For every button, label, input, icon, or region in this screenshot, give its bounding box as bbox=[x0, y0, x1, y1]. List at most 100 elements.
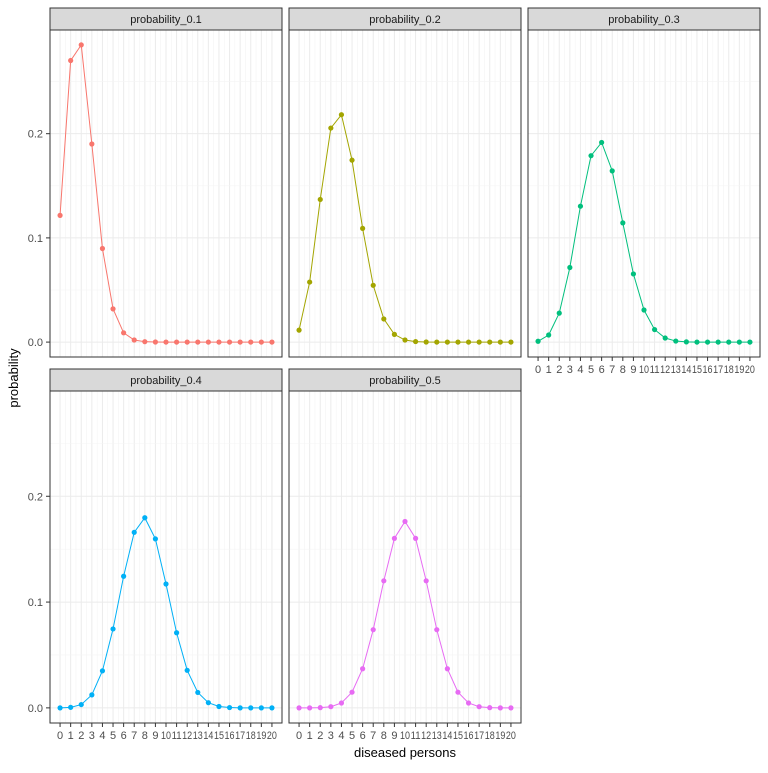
data-point bbox=[226, 339, 233, 345]
data-point bbox=[248, 705, 254, 711]
x-tick-label: 12 bbox=[660, 364, 670, 376]
data-point bbox=[391, 331, 398, 337]
data-point bbox=[381, 578, 387, 584]
data-point bbox=[216, 339, 222, 345]
data-point bbox=[152, 536, 159, 542]
data-point bbox=[715, 339, 721, 345]
facet-strip-label: probability_0.3 bbox=[608, 14, 680, 26]
data-point bbox=[121, 573, 127, 579]
facet-panel: probability_0.1 0.0 0.1 0.2 bbox=[28, 7, 283, 358]
y-tick-label: 0.1 bbox=[28, 233, 43, 245]
facet-strip-label: probability_0.2 bbox=[369, 14, 441, 26]
x-tick-label: 1 bbox=[68, 730, 74, 742]
data-point bbox=[546, 332, 552, 338]
data-point bbox=[599, 139, 605, 146]
data-point bbox=[465, 339, 472, 345]
x-tick-label: 14 bbox=[681, 364, 691, 376]
data-point bbox=[577, 203, 584, 209]
x-tick-label: 13 bbox=[432, 730, 442, 742]
data-point bbox=[269, 705, 275, 711]
data-point bbox=[487, 705, 493, 711]
data-point bbox=[476, 704, 482, 710]
x-tick-label: 8 bbox=[620, 364, 626, 376]
x-tick-label: 10 bbox=[639, 364, 649, 376]
panel-border bbox=[288, 29, 522, 358]
data-point bbox=[434, 339, 440, 345]
x-tick-label: 19 bbox=[734, 364, 744, 376]
data-point bbox=[455, 689, 461, 695]
data-point bbox=[630, 271, 637, 277]
x-tick-label: 6 bbox=[360, 730, 366, 742]
data-point bbox=[338, 700, 345, 706]
x-tick-label: 20 bbox=[745, 364, 755, 376]
x-tick-label: 8 bbox=[142, 730, 148, 742]
y-axis-title: probability bbox=[6, 348, 21, 408]
data-point bbox=[402, 337, 408, 343]
x-tick-label: 15 bbox=[214, 730, 224, 742]
data-point bbox=[142, 339, 148, 345]
data-point bbox=[237, 339, 243, 345]
x-tick-label: 10 bbox=[400, 730, 410, 742]
x-tick-label: 0 bbox=[535, 364, 541, 376]
data-point bbox=[328, 704, 334, 710]
x-tick-label: 16 bbox=[225, 730, 235, 742]
y-tick-label: 0.2 bbox=[28, 129, 43, 141]
x-tick-label: 3 bbox=[567, 364, 573, 376]
x-tick-label: 2 bbox=[78, 730, 84, 742]
data-point bbox=[78, 42, 84, 48]
data-point bbox=[269, 339, 275, 345]
data-point bbox=[99, 668, 106, 674]
data-point bbox=[673, 338, 679, 344]
data-point bbox=[296, 327, 302, 333]
facet-panel: probability_0.30 1 2 3 4 5 6 7 8 9 10 11 12 13 14 15 16 1… bbox=[527, 7, 761, 376]
data-point bbox=[121, 330, 127, 336]
x-tick-label: 16 bbox=[464, 730, 474, 742]
x-tick-label: 0 bbox=[296, 730, 302, 742]
x-tick-label: 14 bbox=[203, 730, 213, 742]
x-tick-label: 17 bbox=[474, 730, 484, 742]
data-point bbox=[651, 326, 658, 333]
data-point bbox=[360, 225, 366, 232]
x-axis-title: diseased persons bbox=[354, 745, 456, 760]
y-tick-label: 0.1 bbox=[28, 597, 43, 609]
x-tick-label: 9 bbox=[630, 364, 636, 376]
data-point bbox=[497, 705, 503, 711]
data-point bbox=[370, 282, 376, 288]
x-tick-label: 2 bbox=[317, 730, 323, 742]
data-point bbox=[736, 339, 742, 345]
data-point bbox=[338, 112, 345, 118]
x-tick-label: 3 bbox=[328, 730, 334, 742]
data-point bbox=[508, 339, 514, 345]
data-point bbox=[662, 335, 668, 341]
data-point bbox=[683, 339, 689, 345]
data-point bbox=[131, 529, 137, 535]
data-point bbox=[694, 339, 700, 345]
x-tick-label: 10 bbox=[161, 730, 171, 742]
data-point bbox=[349, 157, 355, 163]
x-tick-label: 18 bbox=[485, 730, 495, 742]
x-tick-label: 1 bbox=[307, 730, 313, 742]
data-point bbox=[747, 339, 753, 345]
data-point bbox=[317, 705, 323, 711]
x-tick-label: 13 bbox=[671, 364, 681, 376]
data-point bbox=[487, 339, 493, 345]
x-tick-label: 13 bbox=[193, 730, 203, 742]
panel-border bbox=[49, 29, 283, 358]
data-point bbox=[163, 339, 169, 345]
data-point bbox=[110, 626, 116, 632]
facet-panel: probability_0.40.00.10.20 1 2 3 4 5 6 7 8 9 10 11 12… bbox=[28, 368, 283, 742]
data-point bbox=[173, 339, 180, 345]
data-point bbox=[110, 306, 116, 312]
data-point bbox=[99, 245, 106, 252]
data-point bbox=[57, 705, 63, 711]
x-tick-label: 4 bbox=[577, 364, 583, 376]
x-tick-label: 7 bbox=[609, 364, 615, 376]
data-point bbox=[476, 339, 482, 345]
data-point bbox=[307, 705, 313, 711]
data-point bbox=[184, 667, 190, 673]
x-tick-label: 5 bbox=[588, 364, 594, 376]
x-tick-label: 4 bbox=[338, 730, 344, 742]
facet-strip-label: probability_0.1 bbox=[130, 14, 202, 26]
data-point bbox=[497, 339, 503, 345]
x-tick-label: 19 bbox=[495, 730, 505, 742]
